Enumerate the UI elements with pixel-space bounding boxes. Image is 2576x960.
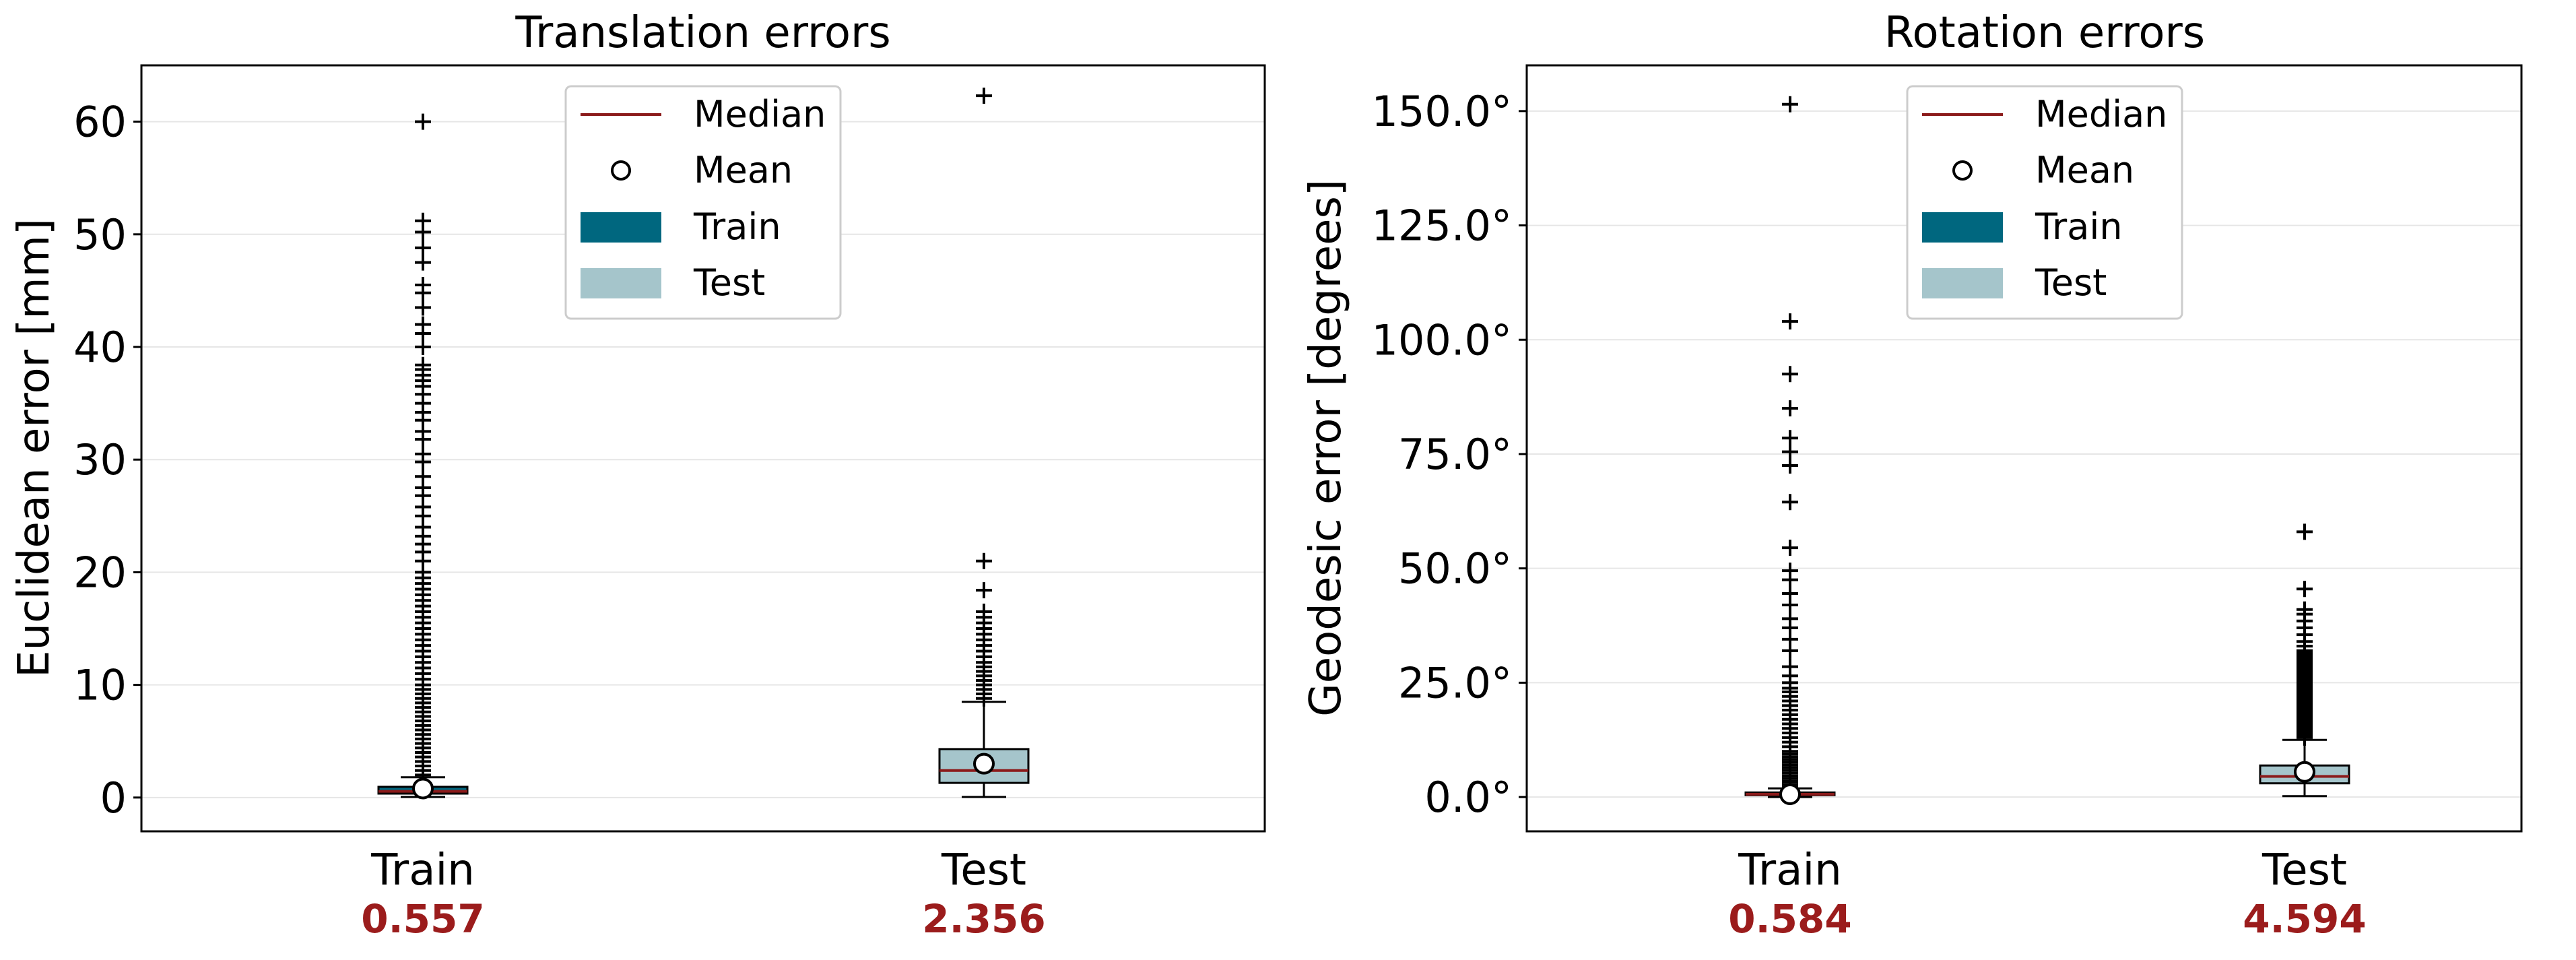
rotation-title: Rotation errors	[1884, 8, 2205, 58]
y-tick-label: 50	[73, 210, 127, 259]
legend-test-label: Test	[693, 261, 765, 304]
legend-train-swatch	[1922, 212, 2003, 243]
legend-frame	[1906, 85, 2183, 320]
train-box	[377, 113, 469, 800]
outlier-point	[415, 316, 431, 333]
outlier-point	[1782, 658, 1798, 675]
mean-marker	[973, 753, 995, 775]
outlier-point	[1782, 540, 1798, 556]
rotation-grid	[1527, 110, 2521, 798]
outlier-point	[1782, 494, 1798, 511]
outlier-point	[1782, 443, 1798, 460]
y-tick-label: 50.0°	[1398, 544, 1512, 594]
rotation-stat-train: 0.584	[1728, 896, 1851, 942]
outlier-point	[1782, 96, 1798, 113]
rotation-y-axis-label: Geodesic error [degrees]	[1301, 179, 1351, 717]
y-tick-label: 20	[73, 548, 127, 597]
legend-train-label: Train	[2035, 205, 2123, 248]
legend-mean-label: Mean	[2035, 149, 2134, 191]
outlier-point	[976, 603, 992, 620]
legend-frame	[564, 85, 842, 320]
outlier-point	[1782, 563, 1798, 579]
y-tick-label: 125.0°	[1372, 201, 1513, 251]
y-tick-label: 100.0°	[1372, 315, 1513, 364]
translation-boxes	[377, 88, 1030, 800]
test-box	[2259, 523, 2350, 798]
translation-title: Translation errors	[515, 8, 890, 58]
rotation-x-tick-train: Train	[1738, 845, 1842, 895]
outlier-point	[415, 277, 431, 294]
rotation-legend: Median Mean Train Test	[1906, 85, 2183, 320]
mean-marker	[412, 777, 434, 800]
outlier-point	[1782, 400, 1798, 417]
y-tick-label: 0.0°	[1424, 773, 1512, 822]
translation-x-tick-test: Test	[941, 845, 1026, 895]
outlier-point	[1782, 430, 1798, 447]
y-tick-label: 60	[73, 98, 127, 147]
legend-mean-label: Mean	[694, 149, 793, 191]
outlier-point	[1782, 366, 1798, 383]
test-box	[938, 88, 1030, 798]
legend-train-label: Train	[693, 205, 781, 248]
outlier-point	[1782, 457, 1798, 474]
translation-plot-frame	[140, 64, 1266, 833]
outlier-point	[415, 239, 431, 256]
outlier-point	[1782, 585, 1798, 602]
legend-test-label: Test	[2035, 261, 2107, 304]
rotation-stat-test: 4.594	[2243, 896, 2366, 942]
outlier-point	[415, 299, 431, 316]
outlier-point	[976, 582, 992, 599]
y-tick-label: 75.0°	[1398, 430, 1512, 479]
outlier-point	[976, 88, 992, 104]
outlier-point	[415, 445, 431, 462]
y-tick-label: 10	[73, 661, 127, 710]
y-tick-label: 150.0°	[1372, 87, 1513, 136]
translation-x-tick-train: Train	[370, 845, 475, 895]
legend-median-label: Median	[2035, 93, 2167, 135]
outlier-point	[415, 113, 431, 130]
rotation-panel: 0.0° 25.0° 50.0° 75.0° 100.0° 125.0° 150.0° Ro…	[1301, 8, 2523, 942]
translation-y-ticks: 0 10 20 30 40 50 60	[73, 98, 141, 823]
translation-legend: Median Mean Train Test	[564, 85, 842, 320]
outlier-point	[1782, 313, 1798, 330]
legend-mean-marker	[1952, 160, 1973, 181]
rotation-y-ticks: 0.0° 25.0° 50.0° 75.0° 100.0° 125.0° 150.0°	[1372, 87, 1527, 822]
outlier-point	[2297, 581, 2313, 598]
translation-stat-test: 2.356	[922, 896, 1045, 942]
y-tick-label: 30	[73, 435, 127, 484]
outlier-point	[415, 339, 431, 356]
translation-stat-train: 0.557	[361, 896, 484, 942]
legend-mean-marker	[611, 160, 631, 181]
outlier-point	[415, 212, 431, 229]
y-tick-label: 40	[73, 323, 127, 372]
legend-train-swatch	[581, 212, 661, 243]
legend-test-swatch	[1922, 268, 2003, 298]
rotation-x-tick-test: Test	[2261, 845, 2347, 895]
train-box	[1744, 96, 1836, 806]
y-tick-label: 0	[100, 773, 127, 823]
translation-y-axis-label: Euclidean error [mm]	[9, 218, 59, 678]
outlier-point	[1782, 610, 1798, 627]
outlier-point	[2297, 523, 2313, 540]
mean-marker	[1779, 783, 1801, 806]
y-tick-label: 25.0°	[1398, 658, 1512, 707]
outlier-point	[415, 254, 431, 271]
outlier-point	[415, 468, 431, 485]
outlier-point	[415, 356, 431, 373]
rotation-plot-frame	[1525, 64, 2523, 833]
outlier-point	[2297, 601, 2313, 618]
mean-marker	[2294, 761, 2315, 783]
legend-test-swatch	[581, 268, 661, 298]
rotation-boxes	[1744, 96, 2350, 806]
legend-median-label: Median	[694, 93, 826, 135]
outlier-point	[976, 552, 992, 569]
translation-panel: 0 10 20 30 40 50 60 Translation errors Euclide…	[9, 8, 1266, 942]
